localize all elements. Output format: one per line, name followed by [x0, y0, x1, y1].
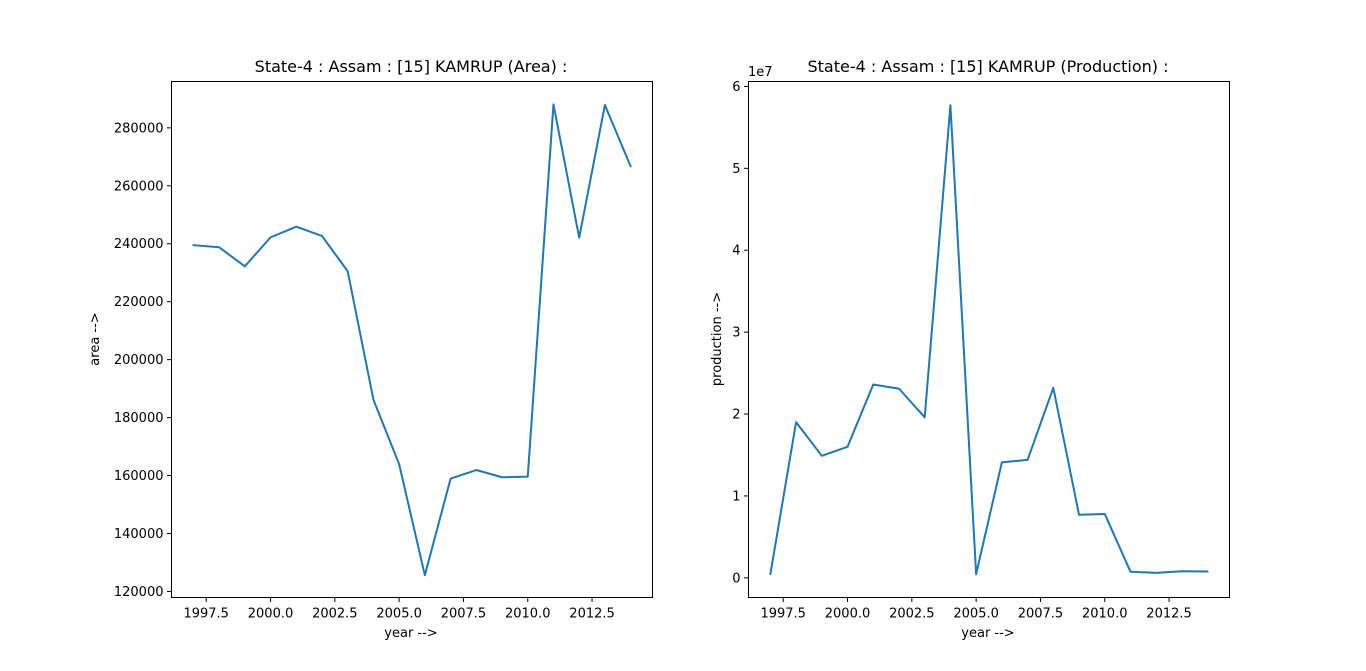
production-y-tick-label: 0	[732, 571, 740, 586]
production-series-line	[769, 104, 1209, 576]
area-subplot: State-4 : Assam : [15] KAMRUP (Area) : 1…	[88, 57, 653, 641]
production-y-tick-label: 5	[732, 162, 740, 177]
production-x-tick-label: 1997.5	[760, 607, 806, 622]
production-y-ticks: 0 1 2 3 4 5 6	[732, 80, 749, 586]
area-y-tick-label: 140000	[114, 527, 164, 542]
area-x-tick-label: 2012.5	[569, 607, 615, 622]
production-subplot: State-4 : Assam : [15] KAMRUP (Productio…	[710, 57, 1230, 641]
area-y-ticks: 120000 140000 160000 180000 200000 220000 2400…	[114, 121, 172, 600]
production-y-tick-label: 6	[732, 80, 740, 95]
area-x-tick-label: 2002.5	[312, 607, 358, 622]
area-x-tick-label: 2010.0	[505, 607, 551, 622]
area-x-tick-label: 2007.5	[441, 607, 487, 622]
area-y-tick-label: 260000	[114, 179, 164, 194]
production-plot-frame	[748, 81, 1230, 598]
production-series-group	[769, 104, 1209, 576]
production-x-ticks: 1997.5 2000.0 2002.5 2005.0 2007.5 2010.0 2012…	[760, 597, 1192, 622]
area-series-line	[192, 103, 632, 577]
production-x-axis-label: year -->	[961, 626, 1014, 641]
area-y-tick-label: 220000	[114, 295, 164, 310]
production-y-offset-label: 1e7	[748, 65, 773, 80]
area-chart-title: State-4 : Assam : [15] KAMRUP (Area) :	[255, 57, 568, 76]
area-x-ticks: 1997.5 2000.0 2002.5 2005.0 2007.5 2010.0 2012…	[183, 597, 615, 622]
production-y-tick-label: 3	[732, 326, 740, 341]
area-plot-frame	[171, 81, 653, 598]
area-x-axis-label: year -->	[384, 626, 437, 641]
area-y-tick-label: 280000	[114, 121, 164, 136]
area-y-tick-label: 120000	[114, 585, 164, 600]
area-x-tick-label: 2005.0	[376, 607, 422, 622]
area-x-tick-label: 1997.5	[183, 607, 229, 622]
area-y-tick-label: 240000	[114, 237, 164, 252]
production-y-axis-label: production -->	[710, 292, 725, 386]
area-series-group	[192, 103, 632, 577]
area-y-tick-label: 180000	[114, 411, 164, 426]
production-x-tick-label: 2005.0	[953, 607, 999, 622]
area-y-axis-label: area -->	[88, 312, 103, 365]
production-y-tick-label: 1	[732, 489, 740, 504]
production-x-tick-label: 2010.0	[1082, 607, 1128, 622]
production-x-tick-label: 2007.5	[1018, 607, 1064, 622]
area-y-tick-label: 200000	[114, 353, 164, 368]
production-x-tick-label: 2012.5	[1146, 607, 1192, 622]
area-x-tick-label: 2000.0	[248, 607, 294, 622]
production-x-tick-label: 2002.5	[889, 607, 935, 622]
production-x-tick-label: 2000.0	[825, 607, 871, 622]
production-chart-title: State-4 : Assam : [15] KAMRUP (Productio…	[808, 57, 1169, 76]
area-y-tick-label: 160000	[114, 469, 164, 484]
production-y-tick-label: 2	[732, 408, 740, 423]
production-y-tick-label: 4	[732, 244, 740, 259]
